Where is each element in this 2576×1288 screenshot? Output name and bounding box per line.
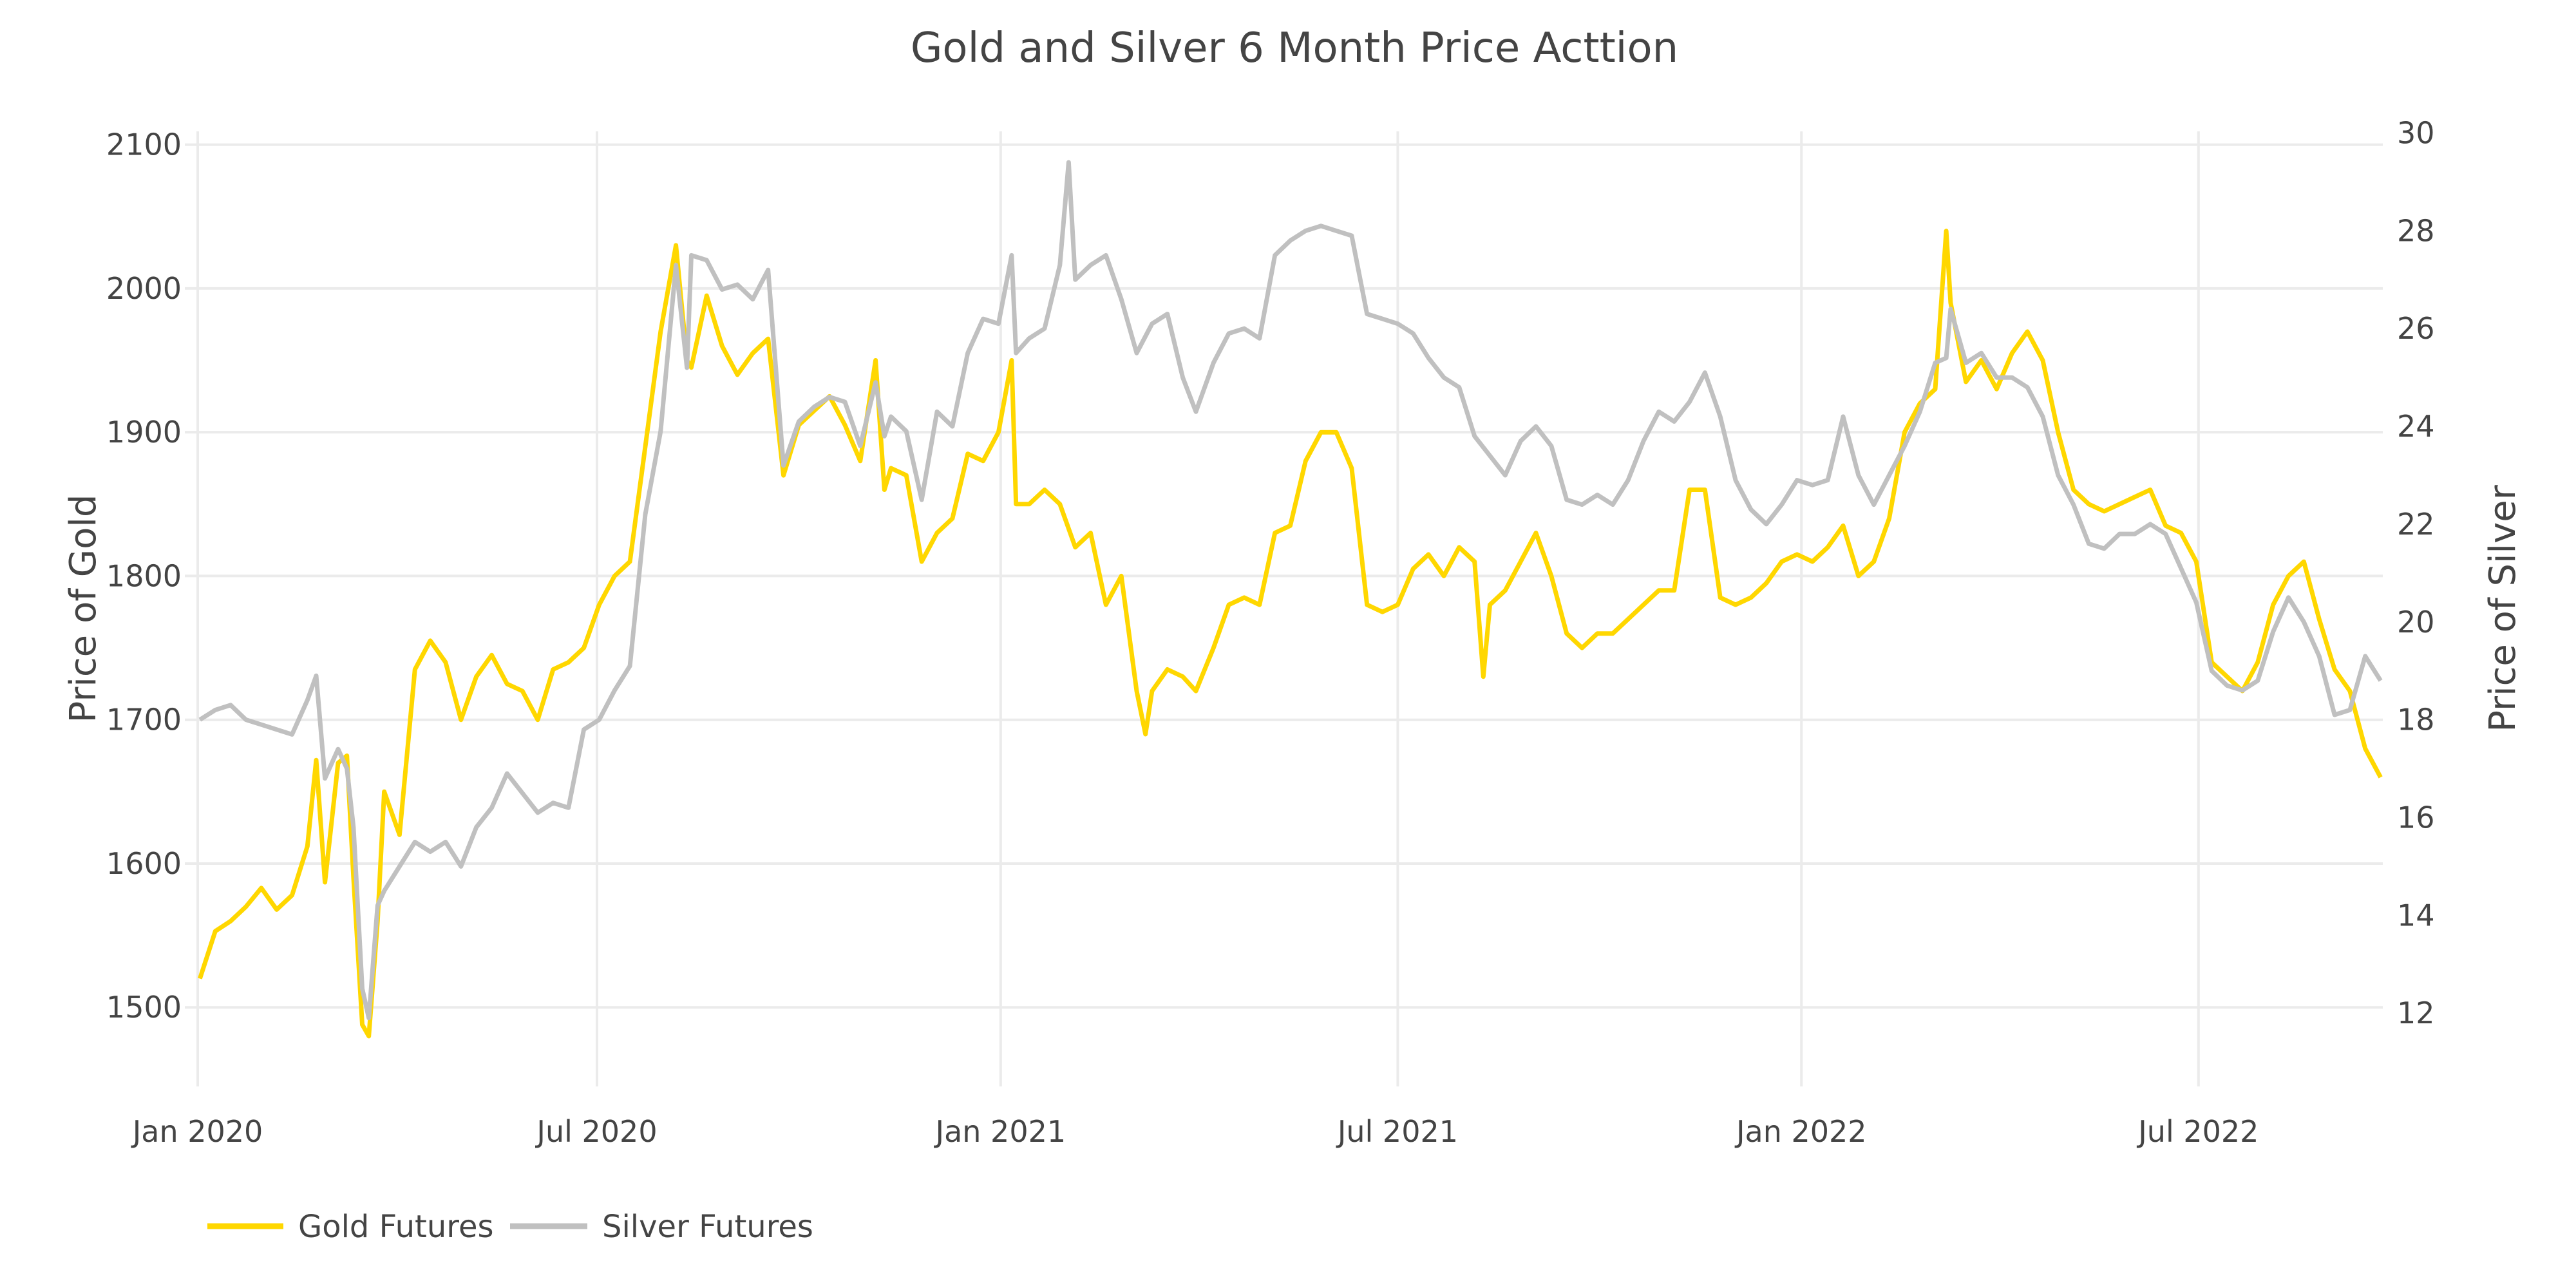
- right-tick-label: 26: [2397, 311, 2435, 346]
- left-tick-label: 1600: [106, 846, 182, 881]
- right-tick-label: 12: [2397, 996, 2435, 1030]
- chart-title: Gold and Silver 6 Month Price Acttion: [911, 24, 1678, 72]
- y-gridlines: [185, 143, 2383, 1009]
- x-gridlines: [196, 131, 2200, 1086]
- left-tick-label: 1700: [106, 703, 182, 737]
- silver-futures-line: [198, 160, 2383, 1021]
- right-tick-label: 20: [2397, 605, 2435, 639]
- x-tick-label: Jul 2020: [535, 1114, 657, 1149]
- x-tick-label: Jan 2022: [1734, 1114, 1867, 1149]
- x-tick-label: Jan 2020: [131, 1114, 263, 1149]
- legend-item-gold[interactable]: Gold Futures: [207, 1209, 494, 1245]
- right-tick-label: 14: [2397, 898, 2435, 933]
- left-axis-title: Price of Gold: [62, 495, 104, 723]
- left-tick-label: 1500: [106, 990, 182, 1025]
- left-tick-label: 1800: [106, 558, 182, 593]
- legend-label-gold: Gold Futures: [298, 1209, 494, 1245]
- right-tick-label: 24: [2397, 409, 2435, 444]
- gold-futures-line: [198, 229, 2383, 1039]
- right-tick-label: 22: [2397, 507, 2435, 542]
- right-tick-label: 28: [2397, 213, 2435, 248]
- x-tick-label: Jul 2021: [1336, 1114, 1458, 1149]
- right-tick-label: 30: [2397, 116, 2435, 151]
- left-tick-label: 1900: [106, 415, 182, 450]
- left-tick-label: 2100: [106, 128, 182, 162]
- legend-item-silver[interactable]: Silver Futures: [510, 1209, 813, 1245]
- x-tick-label: Jul 2022: [2136, 1114, 2259, 1149]
- right-axis-ticks: 12 14 16 18 20 22 24 26 28 30: [2397, 116, 2435, 1031]
- series-layer: [198, 160, 2383, 1039]
- right-axis-title: Price of Silver: [2482, 484, 2524, 732]
- left-tick-label: 2000: [106, 271, 182, 306]
- left-axis-ticks: 1500 1600 1700 1800 1900 2000 2100: [106, 128, 182, 1025]
- legend: Gold Futures Silver Futures: [207, 1209, 813, 1245]
- x-tick-label: Jan 2021: [934, 1114, 1066, 1149]
- x-axis-ticks: Jan 2020 Jul 2020 Jan 2021 Jul 2021 Jan 2022…: [131, 1114, 2259, 1149]
- right-tick-label: 16: [2397, 800, 2435, 835]
- legend-label-silver: Silver Futures: [602, 1209, 813, 1245]
- right-tick-label: 18: [2397, 703, 2435, 737]
